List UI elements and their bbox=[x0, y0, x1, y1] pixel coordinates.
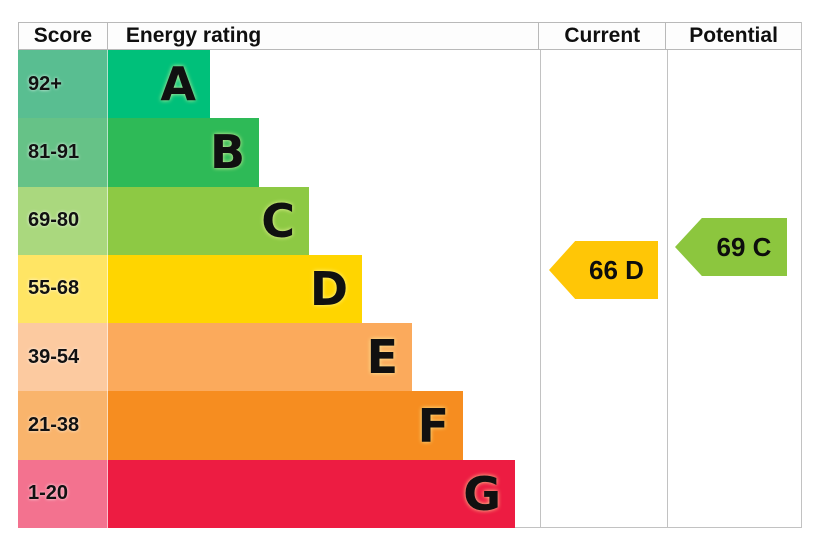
band-bar: F bbox=[108, 391, 463, 460]
band-letter: F bbox=[417, 398, 449, 453]
band-letter: A bbox=[160, 57, 196, 112]
header-row: Score Energy rating Current Potential bbox=[18, 22, 801, 50]
band-letter: E bbox=[366, 330, 398, 385]
band-bar: G bbox=[108, 459, 515, 528]
potential-column-divider bbox=[667, 50, 668, 527]
band-letter: C bbox=[261, 193, 295, 248]
band-letter: B bbox=[209, 125, 245, 180]
band-score-cell: 39-54 bbox=[18, 323, 108, 392]
band-row: 55-68 D bbox=[18, 254, 540, 324]
band-bar: A bbox=[108, 50, 210, 119]
band-letter: G bbox=[463, 466, 501, 521]
band-score-range: 21-38 bbox=[28, 414, 80, 437]
band-score-range: 81-91 bbox=[28, 140, 80, 163]
header-current: Current bbox=[539, 23, 667, 49]
band-row: 1-20 G bbox=[18, 459, 540, 528]
epc-table: Score Energy rating Current Potential 92… bbox=[18, 22, 802, 528]
band-score-range: 39-54 bbox=[28, 345, 80, 368]
current-column-divider bbox=[540, 50, 541, 527]
band-score-cell: 92+ bbox=[18, 50, 108, 119]
band-score-cell: 81-91 bbox=[18, 118, 108, 187]
band-score-range: 55-68 bbox=[28, 277, 80, 300]
band-row: 21-38 F bbox=[18, 391, 540, 460]
band-row: 81-91 B bbox=[18, 118, 540, 187]
band-bar: C bbox=[108, 186, 309, 255]
band-rows: 92+ A 81-91 B 69-80 C 55-68 D 39-54 bbox=[18, 50, 540, 528]
band-score-cell: 1-20 bbox=[18, 459, 108, 528]
band-bar: E bbox=[108, 323, 412, 392]
current-rating-arrow: 66 D bbox=[549, 241, 658, 299]
band-score-range: 69-80 bbox=[28, 209, 80, 232]
band-letter: D bbox=[309, 261, 348, 316]
band-row: 92+ A bbox=[18, 50, 540, 119]
band-score-range: 92+ bbox=[28, 72, 62, 95]
band-score-cell: 55-68 bbox=[18, 254, 108, 324]
header-energy-rating: Energy rating bbox=[108, 23, 540, 49]
header-score: Score bbox=[18, 23, 108, 49]
band-row: 69-80 C bbox=[18, 186, 540, 255]
band-score-cell: 21-38 bbox=[18, 391, 108, 460]
band-bar: D bbox=[108, 254, 362, 324]
header-potential: Potential bbox=[689, 24, 778, 47]
potential-rating-arrow: 69 C bbox=[675, 218, 787, 276]
band-score-range: 1-20 bbox=[28, 482, 69, 505]
band-bar: B bbox=[108, 118, 259, 187]
band-score-cell: 69-80 bbox=[18, 186, 108, 255]
band-row: 39-54 E bbox=[18, 323, 540, 392]
